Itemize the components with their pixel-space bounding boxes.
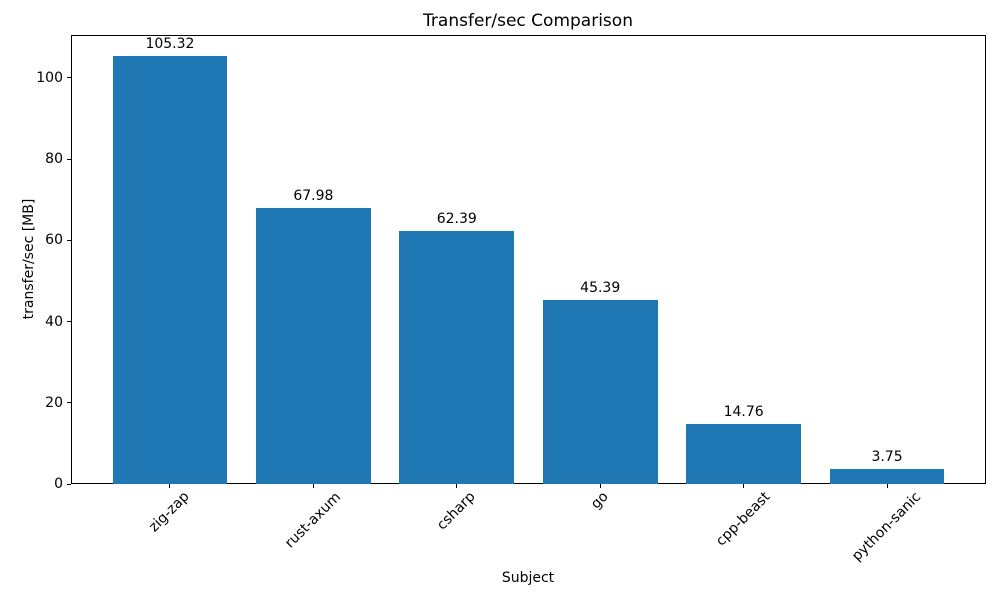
x-tick-label: zig-zap <box>146 488 193 536</box>
x-tick-mark <box>456 484 458 488</box>
x-tick-mark <box>169 484 171 488</box>
x-tick-mark <box>743 484 745 488</box>
x-tick-mark <box>599 484 601 488</box>
x-tick-mark <box>312 484 314 488</box>
bar-value-label: 62.39 <box>436 210 477 227</box>
plot-area <box>71 35 986 484</box>
bar-value-label: 3.75 <box>871 448 903 465</box>
bar-cpp-beast <box>686 424 801 484</box>
bar-value-label: 67.98 <box>293 187 334 204</box>
bar-zig-zap <box>112 56 228 484</box>
bar-go <box>542 299 658 484</box>
bar-csharp <box>399 230 515 484</box>
x-tick-label: csharp <box>434 488 479 534</box>
y-tick-mark <box>67 158 71 160</box>
y-tick-mark <box>67 402 71 404</box>
y-tick-label: 80 <box>45 151 63 168</box>
y-tick-label: 40 <box>45 313 63 330</box>
y-tick-label: 0 <box>54 476 63 492</box>
y-tick-mark <box>67 239 71 241</box>
x-tick-label: rust-axum <box>281 489 345 552</box>
bar-value-label: 45.39 <box>580 279 621 296</box>
y-axis-title: transfer/sec [MB] <box>21 198 37 320</box>
bar-value-label: 105.32 <box>145 36 195 53</box>
bar-value-label: 14.76 <box>723 404 764 421</box>
x-tick-mark <box>886 484 888 488</box>
x-tick-label: python-sanic <box>849 488 925 564</box>
y-tick-mark <box>67 77 71 79</box>
y-tick-label: 20 <box>45 394 63 411</box>
y-tick-mark <box>67 321 71 323</box>
x-tick-label: go <box>588 488 612 513</box>
y-tick-label: 100 <box>36 69 63 86</box>
bar-rust-axum <box>256 207 371 484</box>
chart-title: Transfer/sec Comparison <box>423 11 633 31</box>
x-tick-label: cpp-beast <box>713 488 774 550</box>
x-axis-title: Subject <box>501 570 555 586</box>
y-tick-label: 60 <box>45 232 63 249</box>
y-tick-mark <box>67 483 71 485</box>
bar-python-sanic <box>829 468 945 484</box>
